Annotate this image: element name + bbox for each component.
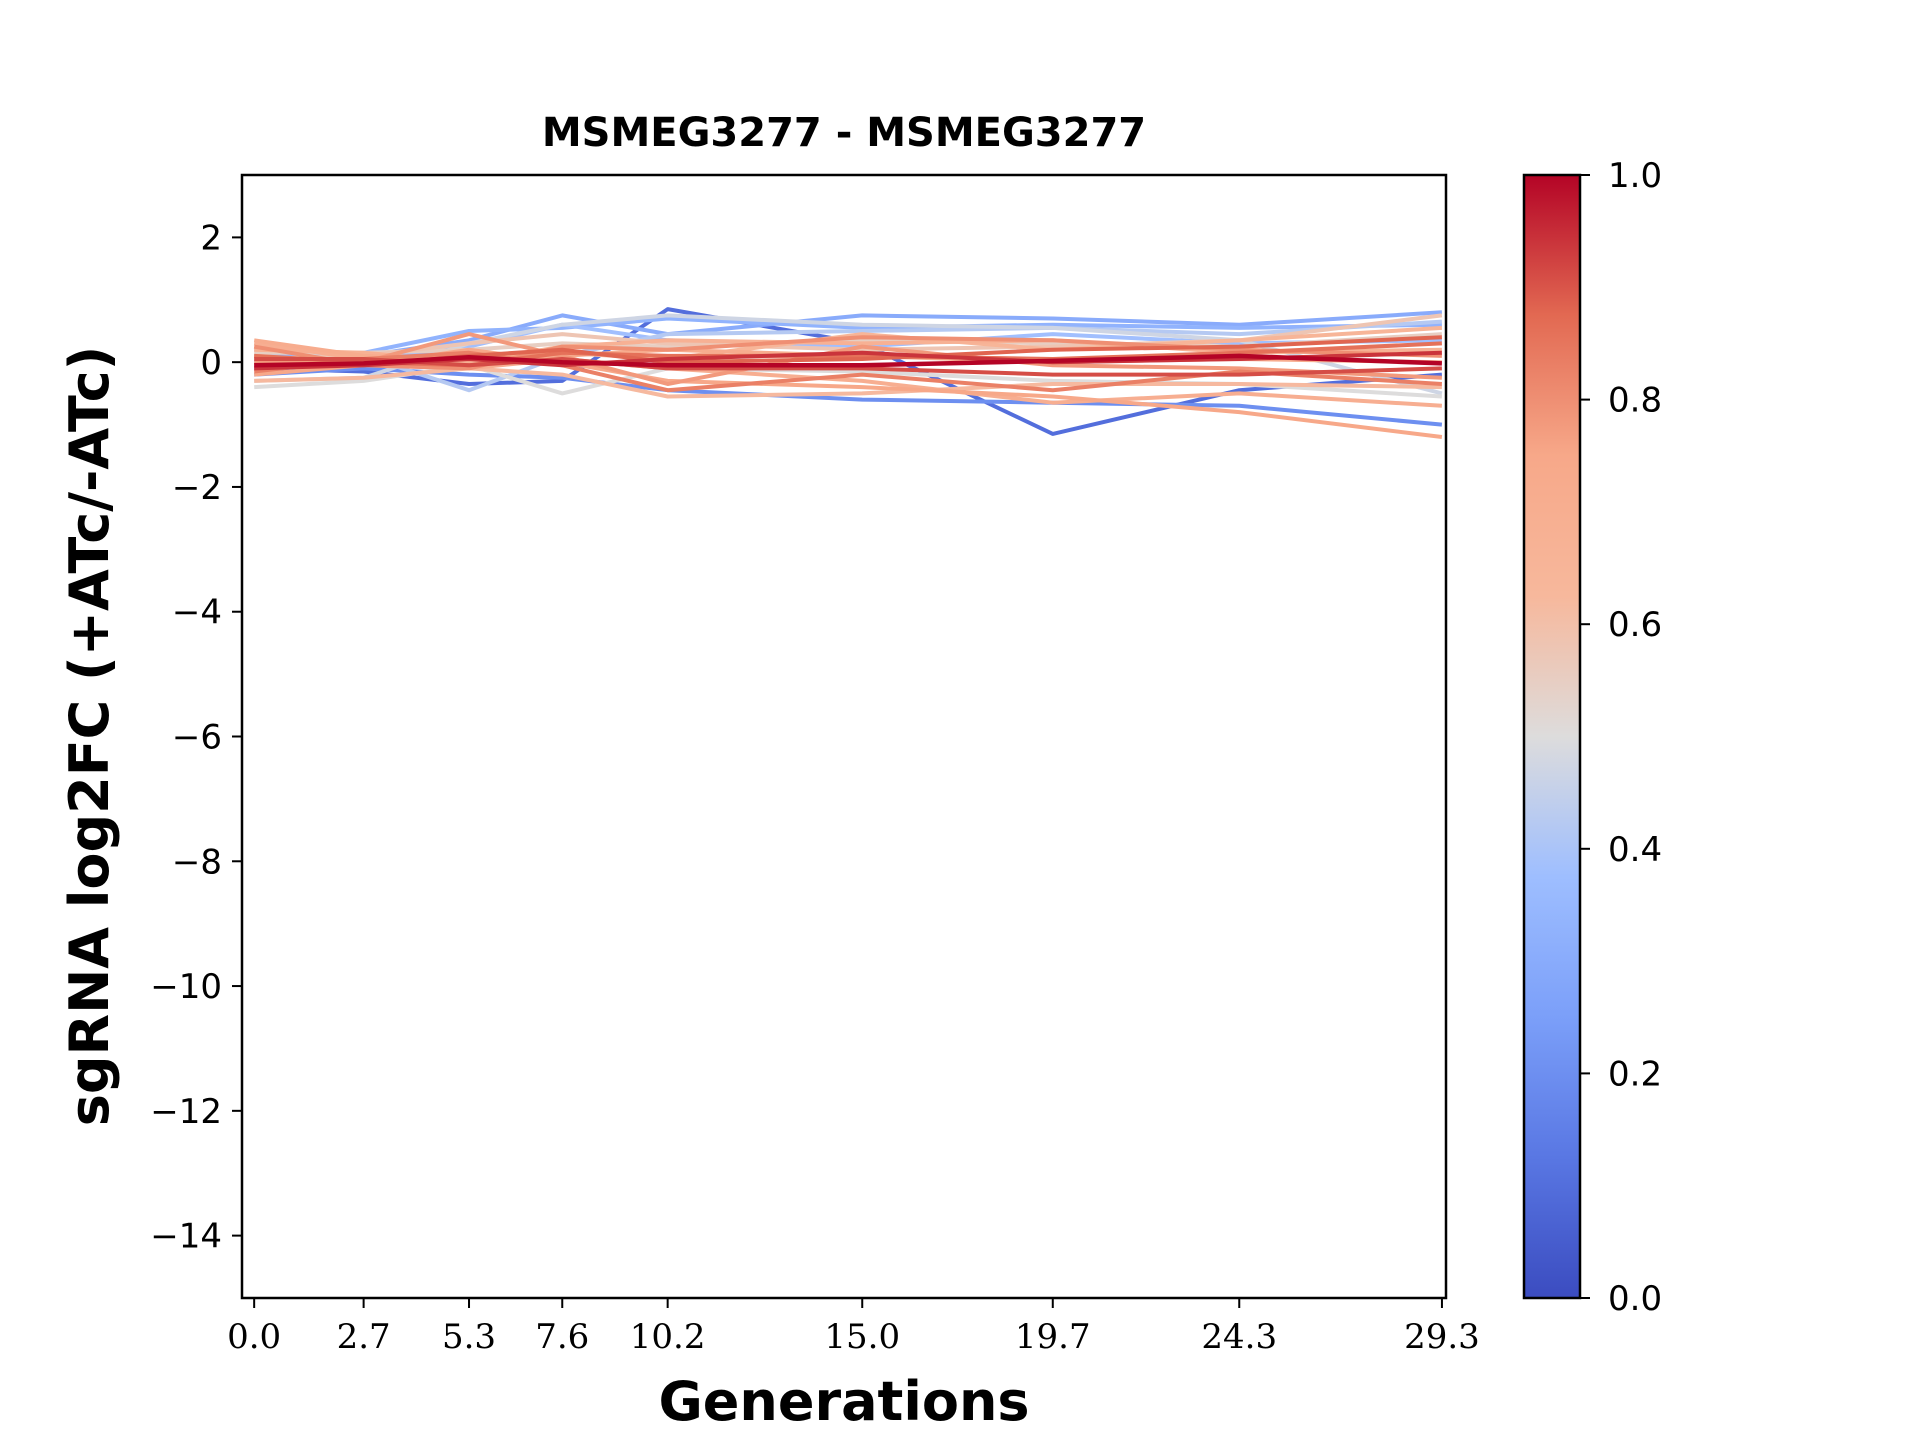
x-tick-label: 2.7 [337,1317,391,1357]
colorbar [1522,173,1582,1300]
x-tick-label: 19.7 [1015,1317,1091,1357]
y-tick-label: −4 [172,593,222,633]
y-tick-label: −8 [172,842,222,882]
colorbar-ticks: 0.0 0.2 0.4 0.6 0.8 1.0 [1580,156,1662,1319]
series-line-11 [254,366,1442,399]
x-tick-label: 15.0 [824,1317,900,1357]
y-tick-label: 2 [200,218,222,258]
x-axis: 0.0 2.7 5.3 7.6 10.2 15.0 19.7 24.3 29.3 [227,1298,1480,1357]
series-line-17 [254,332,1442,386]
y-tick-label: −12 [150,1092,222,1132]
y-tick-label: −2 [172,468,222,508]
series-line-24 [254,353,1442,368]
colorbar-tick-label: 1.0 [1608,156,1662,196]
chart-title: MSMEG3277 - MSMEG3277 [542,110,1146,156]
y-axis-label: sgRNA log2FC (+ATc/-ATc) [58,346,121,1127]
x-tick-label: 24.3 [1201,1317,1277,1357]
series-layer [253,307,1443,439]
colorbar-tick-label: 0.4 [1608,830,1662,870]
x-tick-label: 29.3 [1404,1317,1480,1357]
colorbar-tick-label: 0.8 [1608,381,1662,421]
y-tick-label: 0 [200,343,222,383]
x-tick-label: 7.6 [535,1317,589,1357]
colorbar-tick-label: 0.0 [1608,1279,1662,1319]
y-axis: 2 0 −2 −4 −6 −8 −10 −12 −14 [150,218,242,1257]
series-line-19 [253,350,1443,393]
x-tick-label: 10.2 [630,1317,706,1357]
colorbar-tick-label: 0.2 [1608,1054,1662,1094]
x-tick-label: 5.3 [442,1317,496,1357]
series-line-4 [254,316,1442,358]
y-tick-label: −14 [150,1217,222,1257]
y-tick-label: −6 [172,718,222,758]
x-axis-label: Generations [658,1370,1029,1433]
x-tick-label: 0.0 [227,1317,281,1357]
colorbar-tick-label: 0.6 [1608,605,1662,645]
y-tick-label: −10 [150,967,222,1007]
